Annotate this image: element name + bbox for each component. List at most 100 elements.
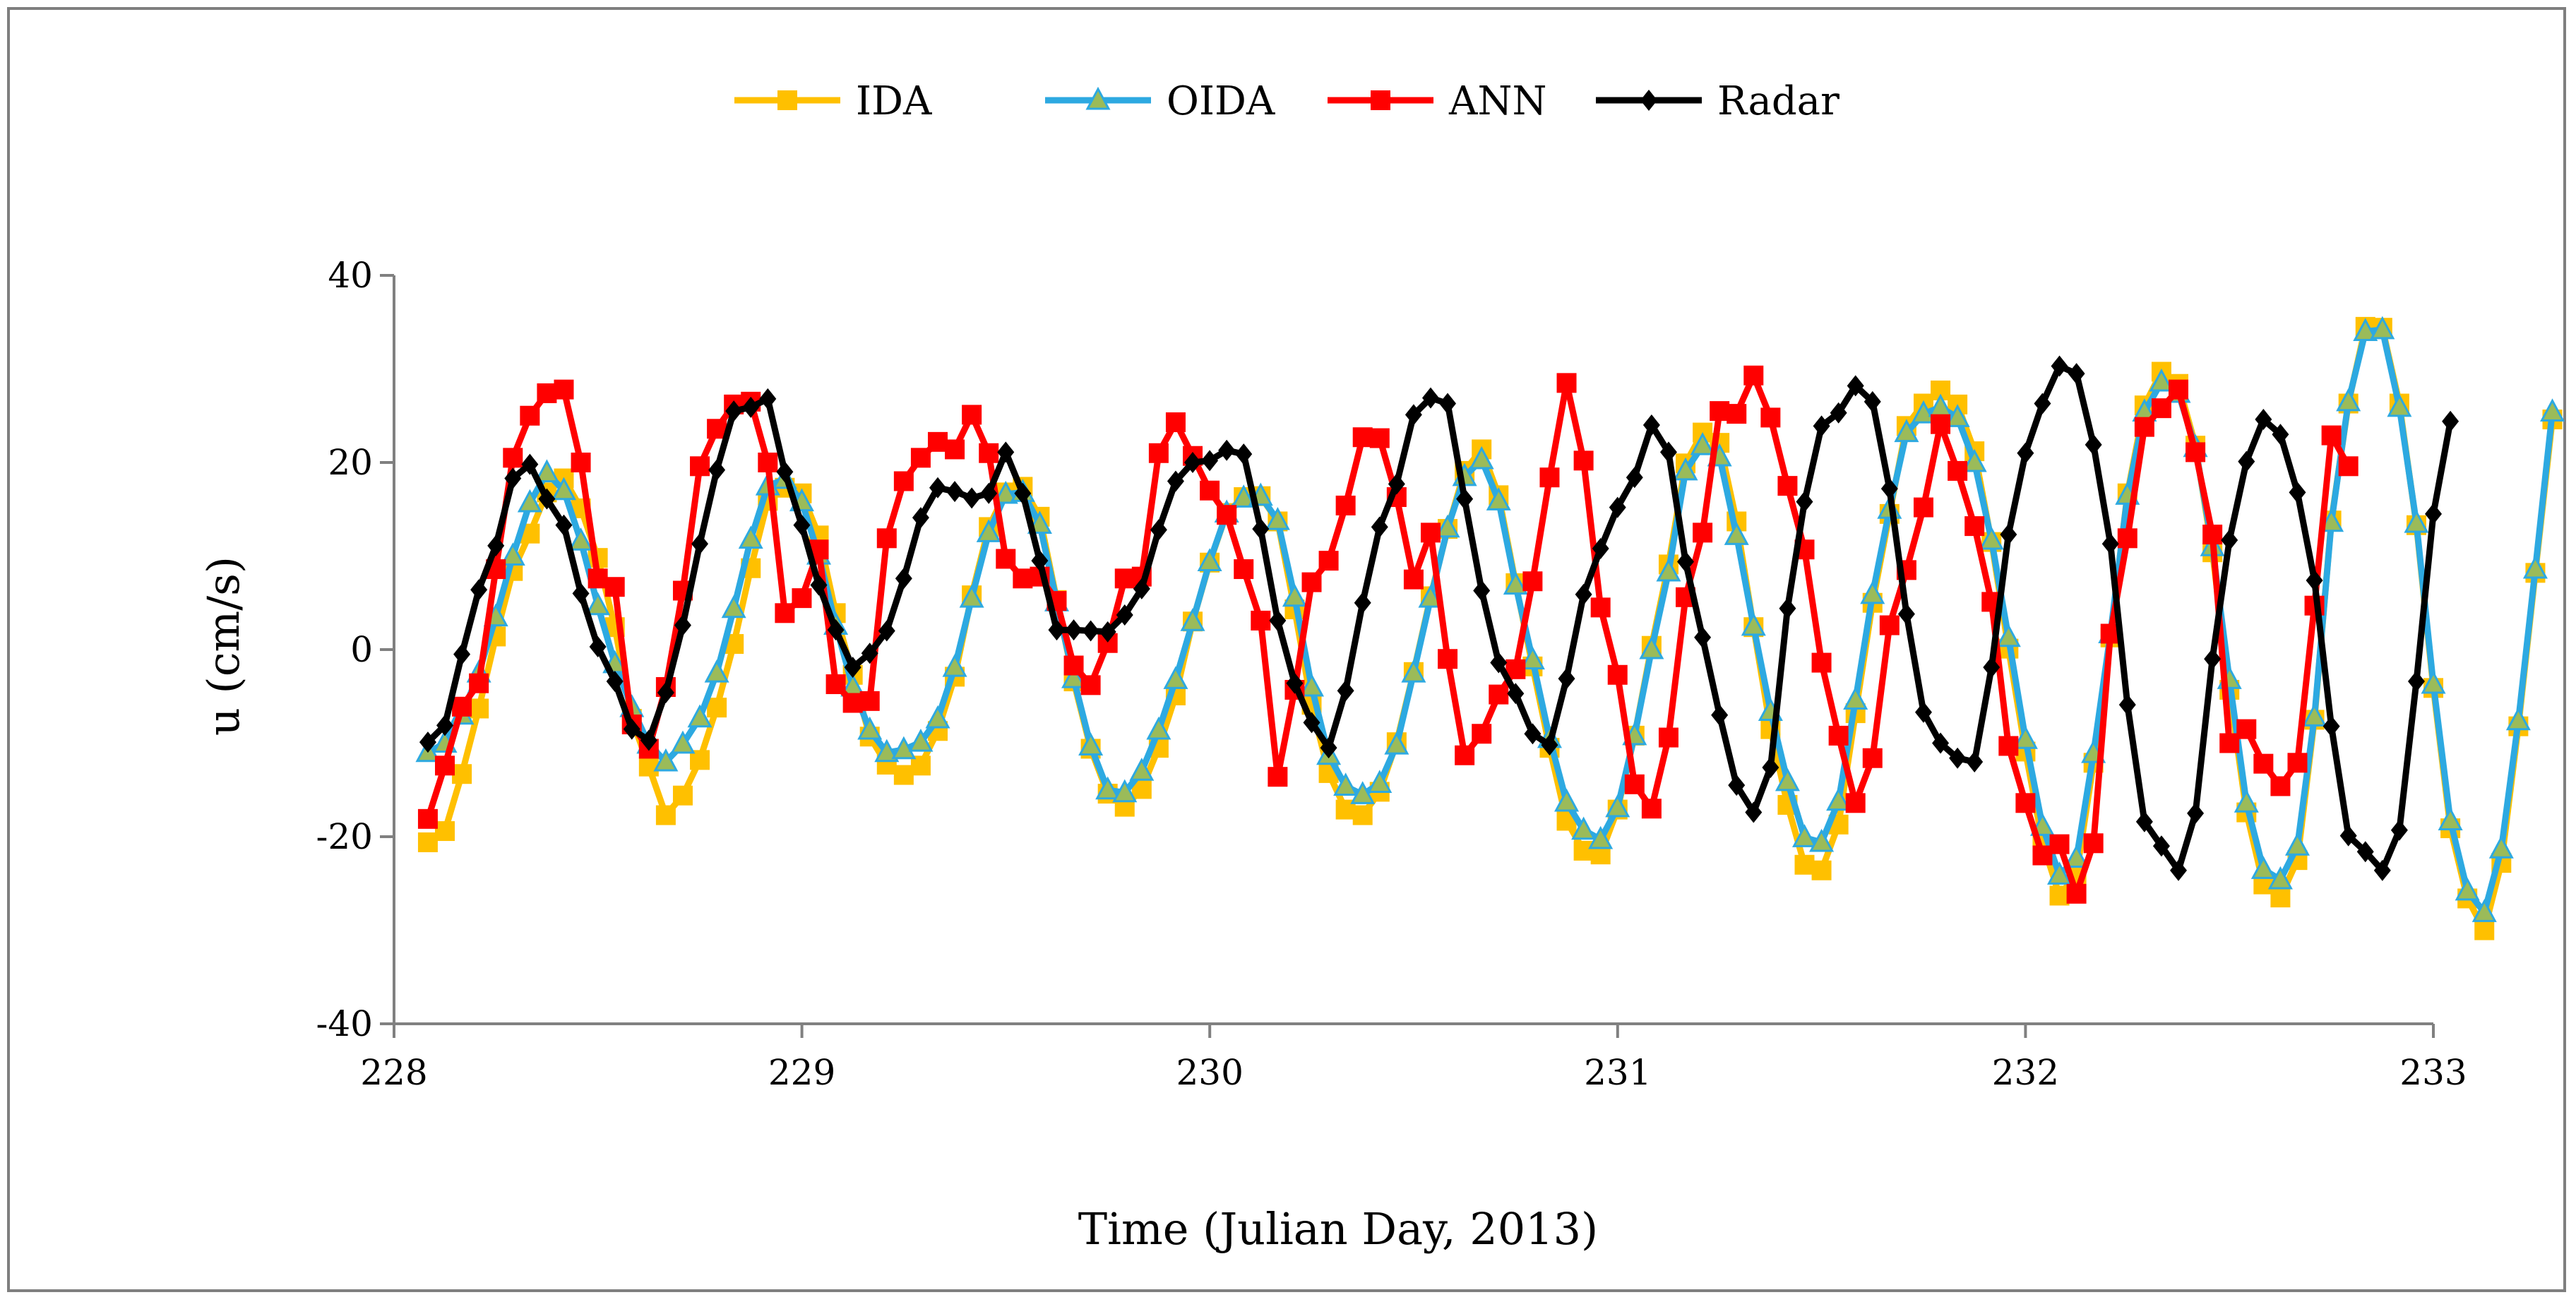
- radar-point: [2373, 859, 2391, 881]
- ida-point: [1794, 854, 1815, 875]
- oida-point: [1962, 448, 1987, 472]
- radar-point: [844, 657, 861, 679]
- legend-item-radar: Radar: [1596, 78, 1839, 124]
- ann-point: [1556, 373, 1577, 393]
- oida-point: [738, 525, 763, 549]
- legend-oida-point: [1085, 86, 1111, 110]
- ann-point: [927, 431, 948, 452]
- ida-point: [1573, 840, 1594, 861]
- radar-point: [1235, 443, 1253, 465]
- ann-point: [1879, 615, 1900, 635]
- legend: IDA OIDA ANN Radar: [734, 78, 1839, 124]
- oida-point: [857, 716, 883, 740]
- radar-point: [2118, 694, 2136, 716]
- ann-point: [2186, 442, 2206, 462]
- oida-point: [1299, 673, 1325, 697]
- radar-point: [2390, 819, 2408, 841]
- x-tick-label: 231: [1584, 1052, 1651, 1093]
- ann-point: [825, 674, 846, 695]
- legend-item-ann: ANN: [1328, 78, 1546, 124]
- radar-point: [1745, 801, 1763, 823]
- oida-point: [2267, 866, 2293, 890]
- ann-point: [1828, 725, 1849, 746]
- y-tick-label: -40: [316, 1003, 373, 1044]
- radar-point: [1201, 450, 1219, 472]
- ida-point: [452, 764, 472, 784]
- ann-point: [2270, 776, 2291, 796]
- radar-point: [1150, 519, 1167, 541]
- radar-point: [1880, 478, 1898, 500]
- oida-point: [2488, 835, 2514, 859]
- oida-point: [1265, 506, 1290, 530]
- ann-point: [893, 471, 914, 491]
- radar-point: [2289, 482, 2306, 503]
- ann-point: [417, 808, 438, 829]
- oida-series: [415, 316, 2565, 922]
- ann-point: [2049, 834, 2070, 854]
- ann-point: [842, 693, 863, 713]
- ida-point: [893, 765, 914, 785]
- legend-label: IDA: [856, 78, 932, 124]
- ann-point: [1607, 664, 1628, 685]
- ann-point: [503, 448, 523, 468]
- oida-point: [1180, 608, 1205, 631]
- ann-point: [1420, 522, 1441, 543]
- ida-point: [707, 698, 727, 718]
- radar-point: [674, 614, 691, 636]
- oida-point: [1791, 824, 1818, 847]
- ann-point: [1777, 476, 1798, 496]
- radar-point: [2425, 503, 2443, 525]
- radar-point: [1779, 597, 1796, 619]
- ann-point: [2202, 525, 2223, 545]
- oida-point: [1826, 787, 1852, 811]
- radar-point: [589, 636, 607, 658]
- oida-point: [2319, 508, 2344, 532]
- ann-point: [996, 549, 1016, 569]
- radar-point: [1796, 491, 1813, 513]
- radar-point: [963, 487, 981, 509]
- oida-point: [2370, 316, 2395, 340]
- radar-point: [1099, 621, 1116, 643]
- radar-point: [1286, 672, 1304, 694]
- ann-series: [417, 365, 2359, 904]
- radar-point: [2442, 410, 2459, 432]
- radar-point: [470, 579, 488, 601]
- radar-point: [1966, 751, 1984, 772]
- radar-point: [1031, 550, 1049, 572]
- radar-point: [742, 396, 760, 418]
- oida-point: [1571, 816, 1597, 840]
- legend-item-oida: OIDA: [1045, 78, 1275, 124]
- y-tick-label: 40: [328, 255, 373, 296]
- oida-point: [976, 519, 1001, 542]
- radar-point: [2170, 859, 2188, 881]
- oida-point: [1843, 686, 1868, 710]
- ann-point: [1472, 724, 1492, 744]
- radar-point: [1116, 604, 1133, 626]
- ann-point: [452, 696, 472, 717]
- ann-point: [1760, 407, 1781, 428]
- ann-point: [2338, 456, 2359, 477]
- ann-point: [2117, 528, 2137, 549]
- ann-point: [1590, 597, 1611, 618]
- oida-point: [1639, 635, 1664, 659]
- ann-point: [2169, 379, 2189, 400]
- oida-point: [1061, 664, 1087, 688]
- oida-point: [1197, 548, 1222, 571]
- ann-point: [2219, 733, 2240, 753]
- radar-point: [2051, 355, 2068, 377]
- oida-point: [1605, 794, 1630, 818]
- radar-point: [1813, 415, 1830, 437]
- oida-point: [2455, 877, 2480, 901]
- oida-point: [2471, 899, 2497, 922]
- oida-point: [1945, 404, 1970, 427]
- oida-point: [500, 542, 525, 566]
- radar-point: [1048, 619, 1066, 641]
- ida-point: [469, 698, 489, 719]
- radar-point: [2187, 802, 2205, 824]
- radar-point: [1507, 683, 1525, 705]
- ann-point: [2287, 753, 2308, 773]
- radar-point: [2000, 524, 2017, 546]
- oida-point: [959, 584, 984, 608]
- ann-point: [1301, 572, 1322, 592]
- oida-point: [551, 477, 576, 501]
